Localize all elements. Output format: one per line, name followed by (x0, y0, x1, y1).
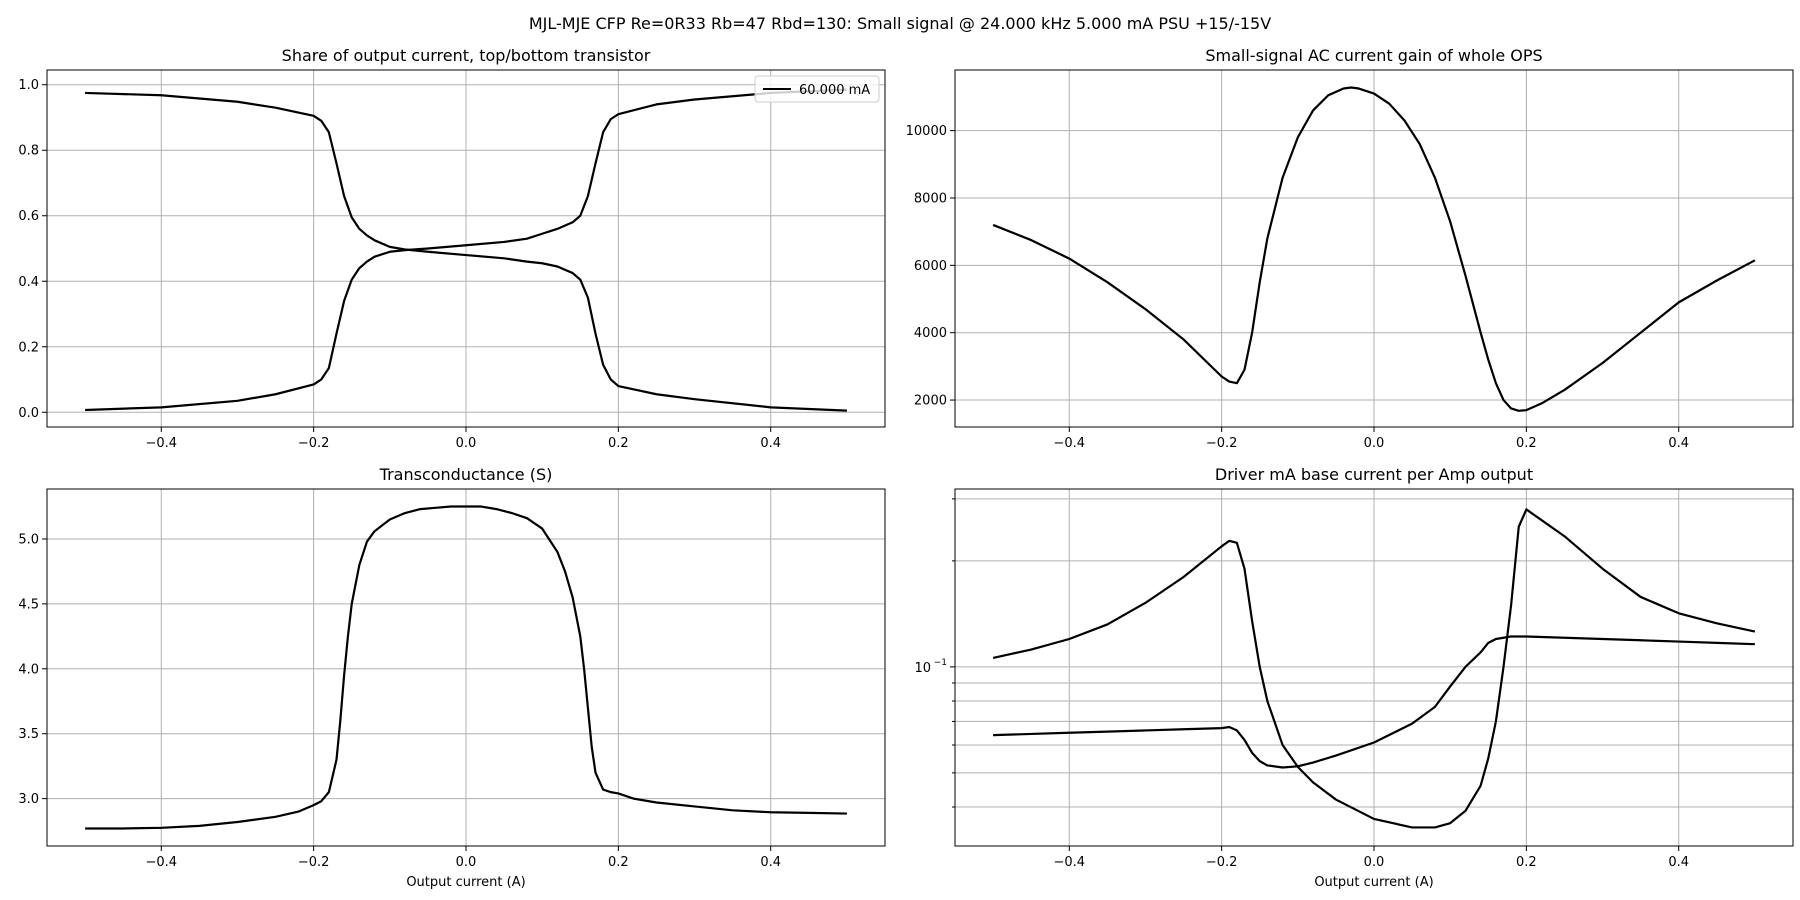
y-tick-label: 3.5 (18, 727, 39, 742)
figure-title: MJL-MJE CFP Re=0R33 Rb=47 Rbd=130: Small… (528, 14, 1272, 33)
y-tick-label: 0.0 (18, 406, 39, 421)
x-tick-label: 0.4 (1668, 436, 1689, 451)
chart-title: Share of output current, top/bottom tran… (282, 46, 651, 65)
y-tick-label: 5.0 (18, 532, 39, 547)
chart-2: −0.4 −0.2 0.0 0.2 0.4 2000 4000 6000 8000 10000 Sm… (906, 46, 1794, 451)
x-tick-label: 0.0 (456, 855, 477, 870)
y-tick-label-base: 10 (914, 661, 931, 676)
chart-title: Driver mA base current per Amp output (1215, 465, 1533, 484)
x-tick-label: 0.2 (1516, 436, 1537, 451)
y-tick-label: 2000 (914, 394, 947, 409)
x-tick-label: −0.2 (1206, 855, 1238, 870)
x-tick-label: −0.2 (1206, 436, 1238, 451)
x-axis-label: Output current (A) (406, 875, 525, 890)
y-tick-label: 4000 (914, 326, 947, 341)
chart-title: Transconductance (S) (379, 465, 553, 484)
series-line-1 (85, 505, 847, 830)
y-tick-label: 0.4 (18, 275, 39, 290)
y-tick-label: 8000 (914, 191, 947, 206)
chart-3: −0.4 −0.2 0.0 0.2 0.4 3.0 3.5 4.0 4.5 5.0 Transcon… (18, 465, 886, 890)
y-tick-label: 3.0 (18, 792, 39, 807)
series-line-1 (85, 91, 847, 412)
y-tick-label: 0.6 (18, 209, 39, 224)
y-tick-label: 1.0 (18, 78, 39, 93)
chart-title: Small-signal AC current gain of whole OP… (1205, 46, 1542, 65)
x-tick-label: 0.2 (608, 855, 629, 870)
y-tick-label: 10000 (906, 124, 947, 139)
series-line-2 (993, 635, 1755, 769)
y-tick-label: 4.0 (18, 662, 39, 677)
x-tick-label: 0.0 (1364, 436, 1385, 451)
y-tick-label: 6000 (914, 259, 947, 274)
y-tick-label: 4.5 (18, 597, 39, 612)
x-tick-label: −0.4 (145, 436, 177, 451)
x-tick-label: 0.2 (608, 436, 629, 451)
x-tick-label: −0.2 (298, 855, 330, 870)
x-tick-label: 0.2 (1516, 855, 1537, 870)
chart-4: −0.4 −0.2 0.0 0.2 0.4 10 −1 Driver mA base curr… (914, 465, 1794, 890)
y-tick-label: 0.8 (18, 144, 39, 159)
legend: 60.000 mA (754, 75, 880, 103)
y-tick-label-exponent: −1 (934, 658, 947, 668)
x-tick-label: 0.0 (456, 436, 477, 451)
x-tick-label: 0.4 (760, 855, 781, 870)
x-axis-label: Output current (A) (1314, 875, 1433, 890)
series-line-1 (992, 86, 1756, 412)
x-tick-label: −0.4 (1053, 855, 1085, 870)
x-tick-label: −0.2 (298, 436, 330, 451)
x-tick-label: 0.0 (1364, 855, 1385, 870)
chart-1: −0.4 −0.2 0.0 0.2 0.4 0.0 0.2 0.4 0.6 0.8 1.0 Share… (18, 46, 886, 451)
x-tick-label: 0.4 (760, 436, 781, 451)
series-line-2 (85, 88, 847, 412)
x-tick-label: −0.4 (1053, 436, 1085, 451)
series-line-1 (992, 508, 1756, 829)
x-tick-label: −0.4 (145, 855, 177, 870)
legend-box (754, 75, 880, 103)
x-tick-label: 0.4 (1668, 855, 1689, 870)
y-tick-label: 0.2 (18, 340, 39, 355)
legend-label: 60.000 mA (799, 83, 870, 98)
